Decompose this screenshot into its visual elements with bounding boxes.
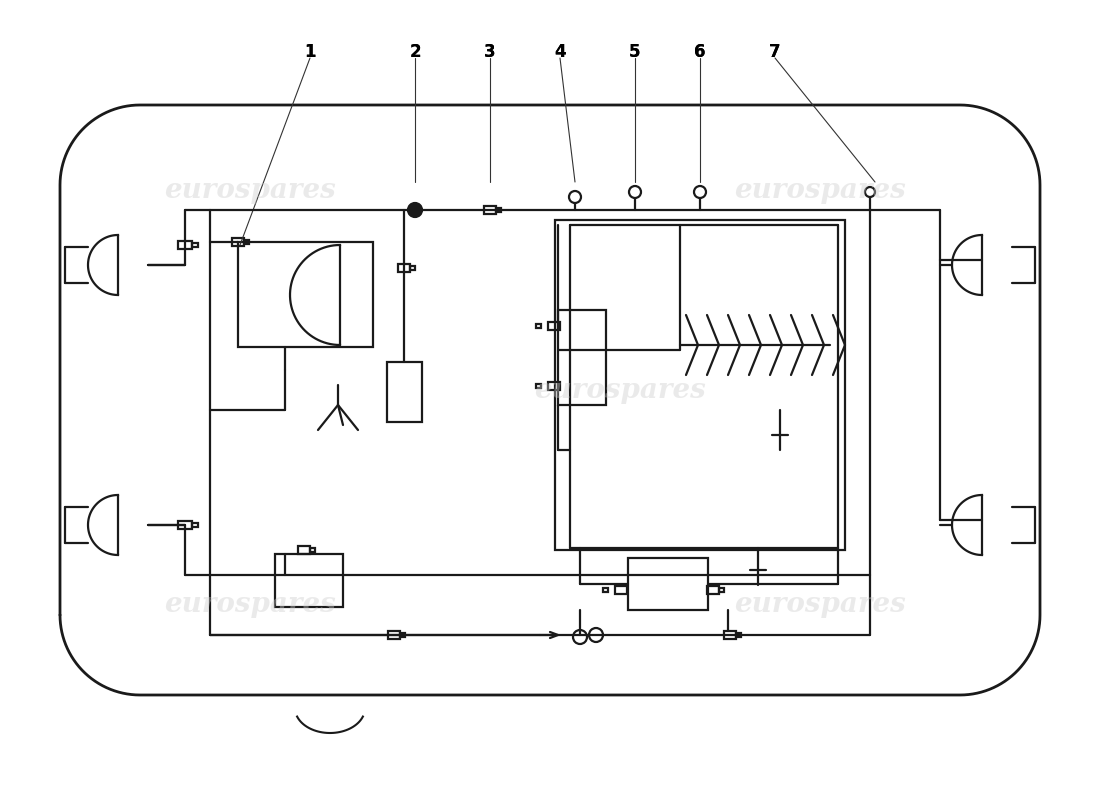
Text: 6: 6 — [694, 43, 706, 61]
Text: 6: 6 — [694, 43, 706, 61]
Bar — [536, 384, 541, 388]
Bar — [724, 631, 736, 639]
Text: 4: 4 — [554, 43, 565, 61]
Text: eurospares: eurospares — [734, 177, 906, 203]
Bar — [628, 558, 708, 610]
Bar — [484, 206, 496, 214]
Text: 7: 7 — [769, 43, 781, 61]
Circle shape — [569, 191, 581, 203]
Text: 4: 4 — [554, 43, 565, 61]
Text: eurospares: eurospares — [734, 591, 906, 618]
Bar — [192, 243, 198, 247]
Bar — [719, 588, 724, 592]
Bar — [400, 633, 405, 637]
Text: eurospares: eurospares — [164, 177, 336, 203]
Text: 2: 2 — [409, 43, 421, 61]
Bar — [275, 554, 343, 607]
Text: 3: 3 — [484, 43, 496, 61]
Text: eurospares: eurospares — [164, 591, 336, 618]
Circle shape — [865, 187, 874, 197]
Text: 2: 2 — [409, 43, 421, 61]
Bar — [603, 588, 608, 592]
Bar — [536, 324, 541, 328]
Bar — [548, 322, 560, 330]
Text: 3: 3 — [484, 43, 496, 61]
Bar — [496, 208, 500, 212]
Bar — [398, 264, 410, 272]
Text: 5: 5 — [629, 43, 640, 61]
Bar — [310, 548, 315, 552]
Text: 7: 7 — [769, 43, 781, 61]
Text: 1: 1 — [305, 43, 316, 61]
Bar — [558, 310, 606, 405]
Bar — [238, 242, 373, 347]
Circle shape — [694, 186, 706, 198]
Text: 5: 5 — [629, 43, 640, 61]
Bar — [410, 266, 415, 270]
Bar — [615, 586, 627, 594]
Circle shape — [588, 628, 603, 642]
Bar — [388, 631, 400, 639]
Circle shape — [408, 203, 422, 217]
Bar — [178, 241, 192, 249]
Bar — [178, 521, 192, 529]
Bar — [232, 238, 244, 246]
Bar — [192, 523, 198, 527]
Bar — [548, 382, 560, 390]
Bar — [244, 240, 249, 244]
Text: 1: 1 — [305, 43, 316, 61]
Circle shape — [629, 186, 641, 198]
Bar — [707, 586, 719, 594]
Bar — [298, 546, 310, 554]
Bar — [387, 362, 422, 422]
Bar — [556, 220, 845, 550]
Text: eurospares: eurospares — [535, 377, 706, 403]
Bar — [736, 633, 741, 637]
